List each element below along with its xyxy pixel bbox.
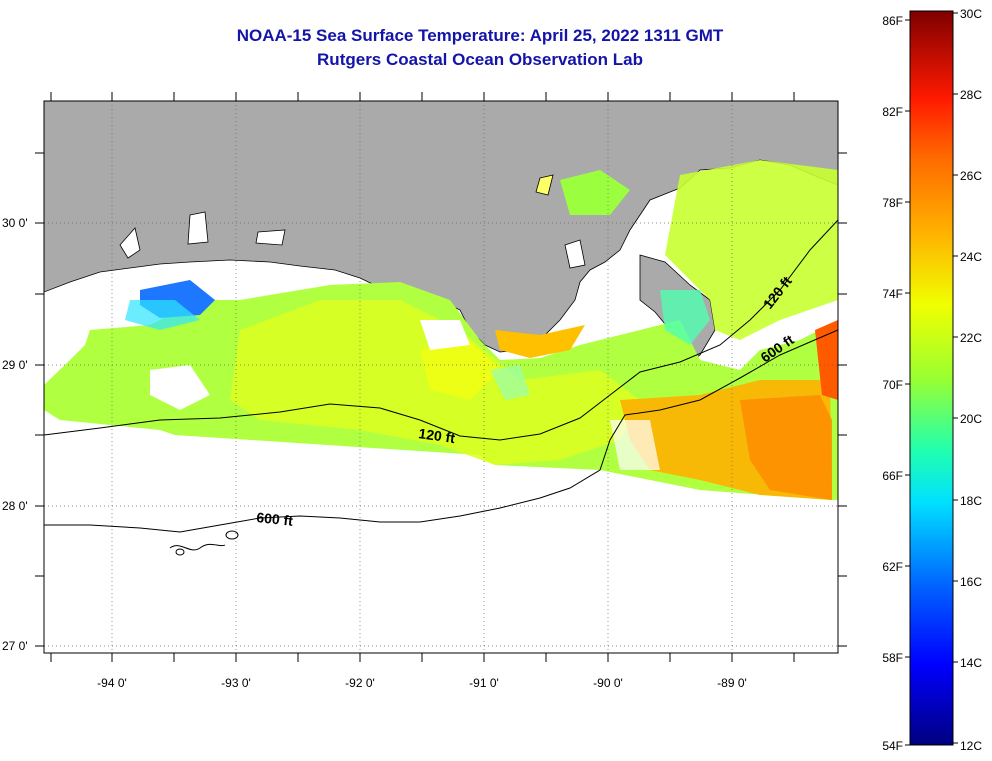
contour-label-600ft: 600 ft — [256, 509, 294, 529]
axis-ticks — [35, 92, 847, 662]
colorbar-c-label: 22C — [960, 331, 982, 345]
colorbar-c-label: 14C — [960, 656, 982, 670]
map-frame — [43, 100, 839, 654]
colorbar-f-label: 66F — [882, 469, 903, 483]
colorbar-f-label: 82F — [882, 105, 903, 119]
colorbar — [909, 10, 954, 746]
colorbar-c-label: 28C — [960, 88, 982, 102]
lon-label: -89 0' — [717, 676, 747, 690]
colorbar-f-label: 54F — [882, 739, 903, 753]
colorbar-c-label: 24C — [960, 250, 982, 264]
colorbar-f-label: 74F — [882, 287, 903, 301]
colorbar-f-label: 58F — [882, 651, 903, 665]
colorbar-c-label: 20C — [960, 412, 982, 426]
lon-label: -93 0' — [221, 676, 251, 690]
colorbar-f-label: 70F — [882, 378, 903, 392]
colorbar-c-label: 16C — [960, 575, 982, 589]
map-title: NOAA-15 Sea Surface Temperature: April 2… — [236, 26, 724, 45]
colorbar-c-label: 12C — [960, 739, 982, 753]
colorbar-c-label: 26C — [960, 169, 982, 183]
lon-label: -90 0' — [593, 676, 623, 690]
coastal-features — [119, 174, 586, 269]
colorbar-c-label: 30C — [960, 7, 982, 21]
sst-data — [44, 160, 838, 500]
colorbar-f-label: 78F — [882, 196, 903, 210]
colorbar-f-label: 86F — [882, 14, 903, 28]
map-subtitle: Rutgers Coastal Ocean Observation Lab — [317, 50, 643, 69]
graticule — [44, 101, 838, 653]
lat-label: 27 0' — [2, 639, 28, 653]
lon-label: -92 0' — [345, 676, 375, 690]
lat-label: 29 0' — [2, 358, 28, 372]
colorbar-ticks — [905, 12, 958, 746]
lat-label: 28 0' — [2, 499, 28, 513]
depth-contours — [44, 219, 838, 556]
lat-label: 30 0' — [2, 216, 28, 230]
colorbar-f-label: 62F — [882, 560, 903, 574]
contour-label-120ft: 120 ft — [418, 425, 457, 446]
lon-label: -94 0' — [97, 676, 127, 690]
lon-label: -91 0' — [469, 676, 499, 690]
colorbar-c-label: 18C — [960, 494, 982, 508]
